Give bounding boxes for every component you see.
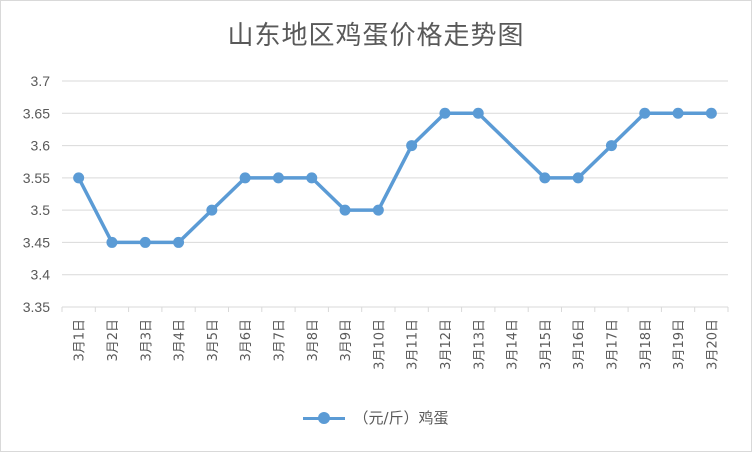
data-point [272, 172, 284, 184]
x-tick-label: 3月19日 [672, 319, 687, 370]
chart-title: 山东地区鸡蛋价格走势图 [227, 21, 525, 51]
data-point [639, 107, 651, 119]
data-point [339, 204, 351, 216]
x-tick-label: 3月20日 [705, 319, 720, 370]
data-point [173, 236, 185, 248]
data-point [206, 204, 218, 216]
data-point [572, 172, 584, 184]
y-tick-label: 3.6 [31, 138, 51, 154]
x-tick-label: 3月14日 [506, 319, 521, 370]
y-tick-label: 3.7 [31, 73, 51, 89]
x-tick-label: 3月1日 [73, 319, 88, 362]
x-tick-label: 3月9日 [339, 319, 354, 362]
data-point [239, 172, 251, 184]
y-tick-label: 3.35 [23, 299, 50, 315]
x-tick-label: 3月15日 [539, 319, 554, 370]
x-tick-label: 3月13日 [472, 319, 487, 370]
data-point [672, 107, 684, 119]
data-point [372, 204, 384, 216]
x-tick-label: 3月4日 [173, 319, 188, 362]
x-tick-label: 3月2日 [106, 319, 121, 362]
x-tick-label: 3月11日 [406, 319, 421, 370]
x-tick-label: 3月7日 [272, 319, 287, 362]
data-point [139, 236, 151, 248]
data-point [106, 236, 118, 248]
x-tick-label: 3月8日 [306, 319, 321, 362]
y-tick-label: 3.4 [31, 267, 51, 283]
x-tick-label: 3月16日 [572, 319, 587, 370]
data-point [705, 107, 717, 119]
legend-marker-icon [303, 411, 346, 424]
y-tick-label: 3.45 [23, 234, 50, 250]
data-point [472, 107, 484, 119]
y-tick-label: 3.5 [31, 202, 51, 218]
x-tick-label: 3月18日 [639, 319, 654, 370]
data-point [605, 140, 617, 152]
x-tick-label: 3月17日 [605, 319, 620, 370]
legend: （元/斤）鸡蛋 [1, 407, 751, 428]
legend-label: （元/斤）鸡蛋 [353, 409, 449, 427]
data-point [306, 172, 318, 184]
y-tick-label: 3.65 [23, 105, 50, 121]
data-point [539, 172, 551, 184]
x-tick-label: 3月10日 [372, 319, 387, 370]
x-tick-label: 3月3日 [139, 319, 154, 362]
data-point [406, 140, 418, 152]
data-point [439, 107, 451, 119]
y-tick-label: 3.55 [23, 170, 50, 186]
x-tick-label: 3月6日 [239, 319, 254, 362]
x-tick-label: 3月5日 [206, 319, 221, 362]
x-tick-label: 3月12日 [439, 319, 454, 370]
data-point [73, 172, 85, 184]
